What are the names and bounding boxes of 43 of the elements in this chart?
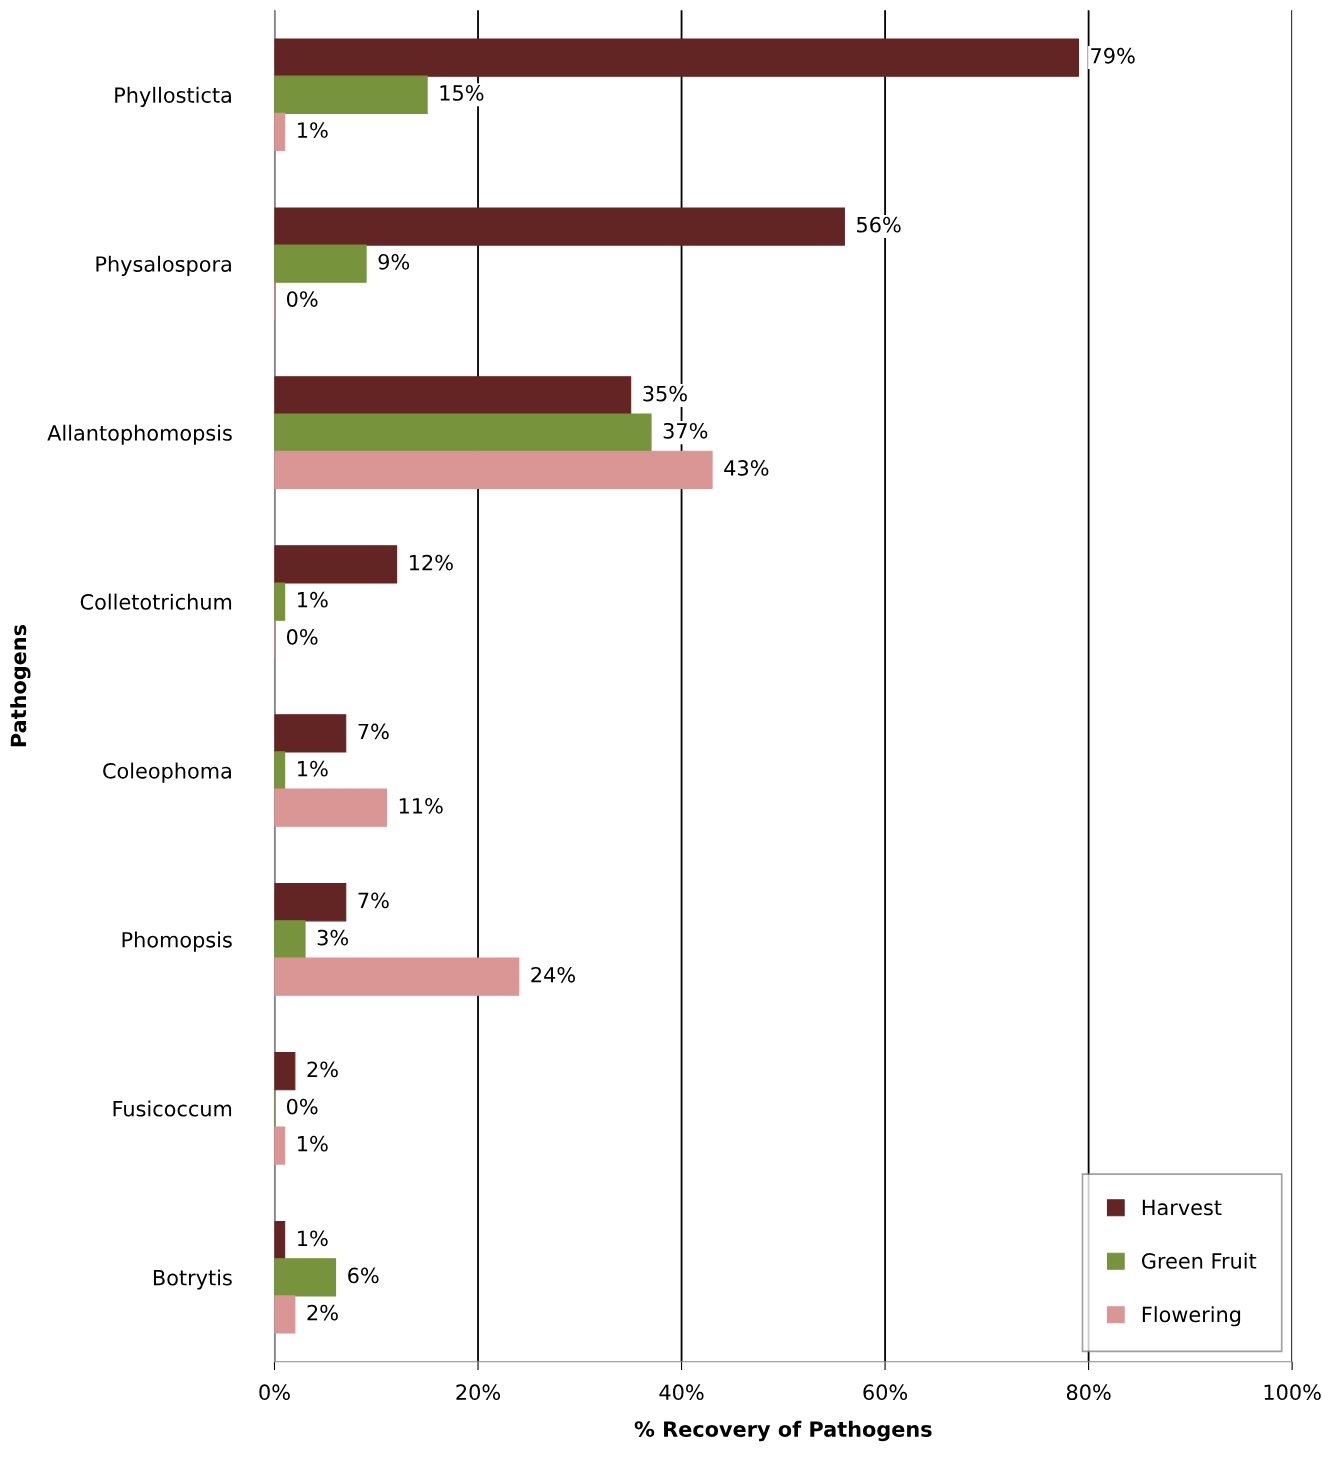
data-label: 24% (531, 966, 575, 983)
legend-label: Green Fruit (1141, 1252, 1257, 1269)
y-tick-label: Colletotrichum (80, 593, 232, 610)
x-tick-label: 0% (259, 1384, 290, 1401)
legend-label: Harvest (1142, 1199, 1222, 1216)
legend-label: Flowering (1142, 1306, 1241, 1327)
data-label: 0% (286, 291, 318, 307)
data-label: 7% (358, 892, 389, 909)
x-tick-label: 20% (456, 1384, 501, 1401)
y-tick-label: Phomopsis (122, 931, 232, 952)
data-label: 6% (348, 1267, 379, 1284)
y-tick-label: Phyllosticta (115, 86, 231, 107)
data-label: 15% (440, 85, 484, 101)
data-label: 1% (298, 122, 328, 138)
data-label: 1% (298, 760, 328, 777)
y-tick-label: Physalospora (96, 255, 231, 276)
data-label: 12% (410, 554, 453, 571)
y-tick-label: Fusicoccum (113, 1100, 232, 1117)
x-tick-label: 100% (1264, 1384, 1321, 1401)
data-label: 11% (399, 797, 443, 814)
y-tick-label: Coleophoma (103, 762, 231, 783)
data-label: 56% (857, 216, 901, 233)
data-label: 79% (1091, 47, 1135, 64)
data-label: 0% (286, 1098, 318, 1115)
data-label: 37% (663, 422, 708, 439)
y-tick-label: Allantophomopsis (47, 424, 232, 445)
data-label: 1% (298, 1135, 328, 1152)
data-label: 1% (298, 591, 328, 608)
x-tick-label: 40% (659, 1384, 704, 1401)
x-axis-title: % Recovery of Pathogens (634, 1420, 932, 1442)
data-label: 3% (317, 929, 349, 946)
data-label: 7% (358, 723, 389, 740)
x-tick-label: 60% (863, 1384, 908, 1401)
data-label: 43% (724, 460, 769, 476)
data-label: 1% (298, 1230, 328, 1247)
y-tick-label: Botrytis (153, 1269, 232, 1290)
data-label: 2% (307, 1061, 338, 1078)
data-label: 9% (378, 253, 410, 270)
data-label: 0% (286, 629, 318, 645)
y-axis-title: Pathogens (10, 624, 31, 747)
x-tick-label: 80% (1066, 1384, 1111, 1401)
data-label: 2% (307, 1304, 338, 1321)
data-label: 35% (643, 385, 687, 402)
